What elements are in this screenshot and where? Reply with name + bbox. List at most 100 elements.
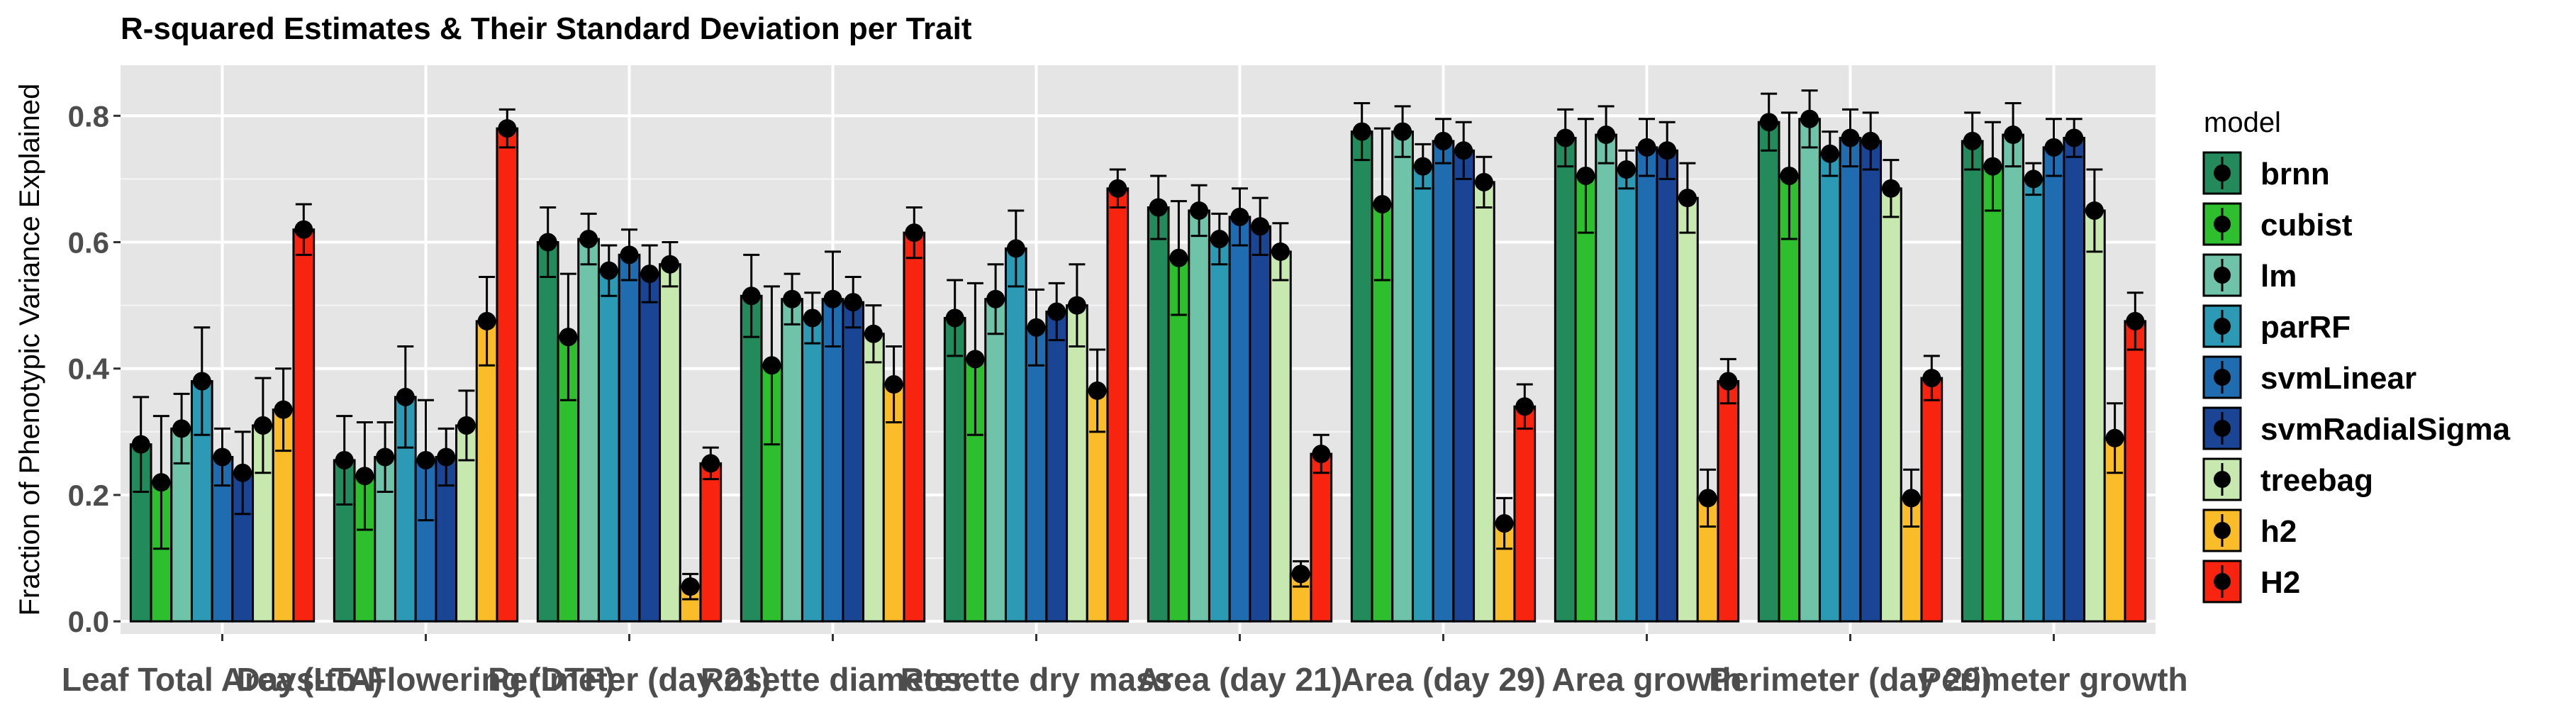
data-point [2105,428,2124,447]
bar [1961,140,1984,623]
x-tick-label: Perimeter (day 29) [1709,661,1992,698]
bar [903,231,926,623]
bar [1920,377,1944,623]
data-point [803,308,822,328]
legend-key-point [2214,573,2231,590]
data-point [213,447,232,467]
bar [1228,216,1251,623]
data-point [152,473,171,492]
data-point [559,328,578,347]
data-point [538,233,557,252]
data-point [681,577,700,596]
bar [2063,136,2086,623]
bar [1411,165,1434,623]
data-point [2126,311,2145,330]
x-tick-label: Area growth [1551,661,1741,698]
data-point [1780,166,1799,185]
data-point [233,463,252,482]
legend-label: svmLinear [2260,361,2416,396]
bar [1473,181,1495,623]
data-point [1658,141,1677,160]
bar [781,298,803,623]
x-tick-label: Area (day 29) [1341,661,1546,698]
x-tick-label: Rosette diameter [701,661,965,698]
bar [1981,165,2005,623]
data-point [1454,141,1473,160]
bar [1757,121,1780,623]
data-point [437,447,456,467]
data-point [396,387,415,406]
data-point [253,416,272,435]
legend-label: svmRadialSigma [2260,412,2511,447]
legend-label: h2 [2260,514,2297,549]
data-point [1637,138,1656,157]
data-point [1597,126,1616,145]
data-point [335,450,354,469]
bar [1615,168,1638,623]
data-point [376,447,395,467]
bar [1798,118,1821,623]
bar [638,272,662,623]
bar [1656,149,1679,623]
bar [1432,140,1455,623]
data-point [1963,131,1982,150]
data-point [1373,195,1392,214]
data-point [1149,198,1168,217]
bar [740,294,763,623]
x-tick-label: Perimeter (day 21) [488,661,771,698]
legend-label: cubist [2260,208,2353,243]
bar [2022,177,2045,623]
data-point [1434,131,1453,150]
bar [2124,320,2147,623]
bar [659,263,681,623]
data-point [742,287,761,306]
data-point [477,311,496,330]
bar [1554,136,1577,623]
bar [1310,452,1333,623]
bar [1839,136,1862,623]
bar [1574,174,1598,623]
data-point [1169,248,1188,267]
data-point [1556,128,1575,148]
data-point [1047,302,1066,321]
data-point [416,450,435,469]
data-point [294,220,313,239]
data-point [1800,109,1819,128]
bar [1350,130,1373,623]
data-point [701,454,720,473]
bar [1269,250,1292,623]
data-point [599,261,618,280]
data-point [498,119,517,138]
bar [577,238,600,623]
chart-title: R-squared Estimates & Their Standard Dev… [121,11,972,46]
data-point [1617,160,1636,179]
bar [1635,146,1658,623]
data-point [1006,239,1025,258]
data-point [1088,381,1107,400]
bar [1513,405,1537,623]
x-tick-label: Days-to-Flowering (DTF) [236,661,615,698]
y-tick-label: 0.6 [68,226,109,260]
legend: model brnn cubist lm parRF svmLinear svmRadia… [2202,107,2511,603]
data-point [192,372,211,391]
bar [1859,140,1883,623]
y-axis-label: Fraction of Phenotypic Variance Explaine… [14,84,45,616]
data-point [579,230,598,249]
data-point [131,435,150,454]
data-point [844,293,863,312]
bar [862,333,885,623]
data-point [1515,397,1534,416]
bar [2083,209,2106,623]
data-point [1067,296,1086,315]
data-point [620,245,639,265]
data-point [1210,230,1229,249]
data-point [783,289,802,308]
bar [1452,149,1476,623]
bar [943,316,966,623]
data-point [1352,122,1371,141]
data-point [2065,128,2084,148]
bar [1880,187,1902,623]
data-point [945,308,964,328]
data-point [986,289,1005,308]
data-point [2085,201,2104,220]
